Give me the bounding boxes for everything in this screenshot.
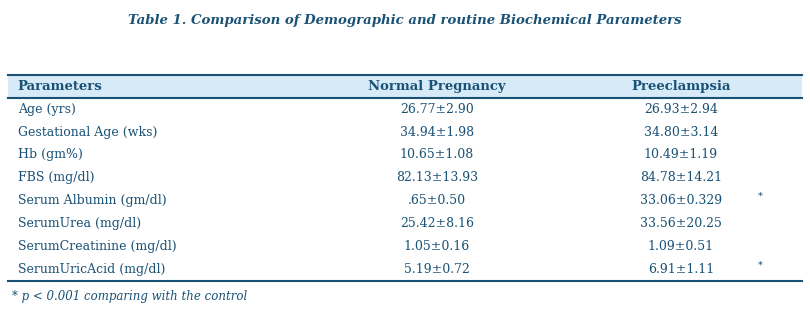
- Text: Serum Albumin (gm/dl): Serum Albumin (gm/dl): [18, 194, 166, 207]
- Text: 33.06±0.329: 33.06±0.329: [640, 194, 722, 207]
- Text: .65±0.50: .65±0.50: [407, 194, 466, 207]
- Text: 33.06±0.329: 33.06±0.329: [640, 194, 722, 207]
- Text: Age (yrs): Age (yrs): [18, 103, 75, 116]
- Text: Preeclampsia: Preeclampsia: [631, 80, 731, 93]
- Text: SerumUricAcid (mg/dl): SerumUricAcid (mg/dl): [18, 263, 165, 276]
- Text: *: *: [758, 261, 763, 270]
- Text: Parameters: Parameters: [18, 80, 103, 93]
- Text: Normal Pregnancy: Normal Pregnancy: [368, 80, 505, 93]
- Text: 34.94±1.98: 34.94±1.98: [399, 126, 474, 139]
- Text: Hb (gm%): Hb (gm%): [18, 149, 83, 162]
- Text: *: *: [758, 192, 763, 201]
- Text: 6.91±1.11: 6.91±1.11: [648, 263, 714, 276]
- Text: 10.49±1.19: 10.49±1.19: [644, 149, 718, 162]
- Text: Gestational Age (wks): Gestational Age (wks): [18, 126, 157, 139]
- Text: 34.80±3.14: 34.80±3.14: [644, 126, 718, 139]
- Text: 26.93±2.94: 26.93±2.94: [644, 103, 718, 116]
- Text: FBS (mg/dl): FBS (mg/dl): [18, 171, 94, 184]
- Text: 6.91±1.11: 6.91±1.11: [648, 263, 714, 276]
- Text: 26.77±2.90: 26.77±2.90: [400, 103, 474, 116]
- Text: 10.65±1.08: 10.65±1.08: [399, 149, 474, 162]
- Text: 82.13±13.93: 82.13±13.93: [396, 171, 478, 184]
- Text: 84.78±14.21: 84.78±14.21: [640, 171, 722, 184]
- Text: SerumCreatinine (mg/dl): SerumCreatinine (mg/dl): [18, 240, 177, 253]
- Text: SerumUrea (mg/dl): SerumUrea (mg/dl): [18, 217, 141, 230]
- Text: 1.09±0.51: 1.09±0.51: [648, 240, 714, 253]
- Text: 25.42±8.16: 25.42±8.16: [400, 217, 474, 230]
- Text: 1.05±0.16: 1.05±0.16: [403, 240, 470, 253]
- Text: 5.19±0.72: 5.19±0.72: [404, 263, 470, 276]
- Text: Table 1. Comparison of Demographic and routine Biochemical Parameters: Table 1. Comparison of Demographic and r…: [128, 14, 682, 27]
- Text: * p < 0.001 comparing with the control: * p < 0.001 comparing with the control: [12, 290, 247, 303]
- Text: 33.56±20.25: 33.56±20.25: [640, 217, 722, 230]
